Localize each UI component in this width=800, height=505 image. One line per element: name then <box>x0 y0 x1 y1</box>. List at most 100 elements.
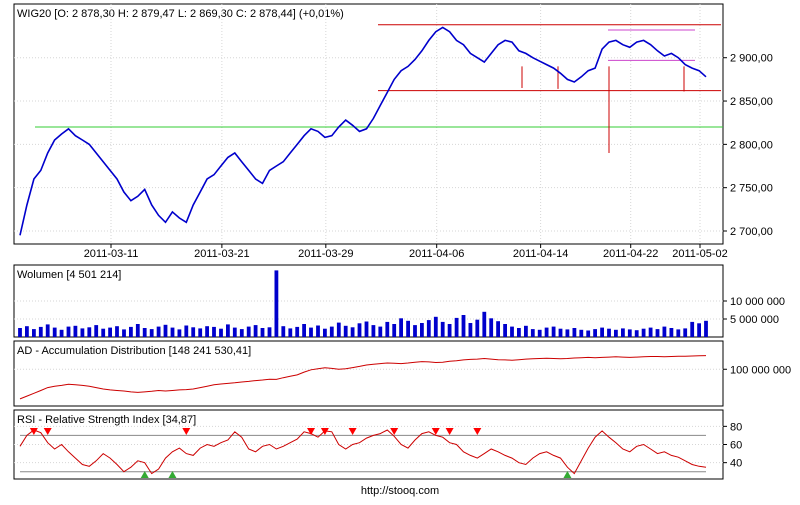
volume-bar <box>170 327 175 337</box>
panel-title-volume: Wolumen [4 501 214] <box>17 269 121 281</box>
volume-bar <box>274 270 279 337</box>
volume-bar <box>690 321 695 337</box>
volume-bar <box>510 326 514 337</box>
volume-bar <box>641 328 646 337</box>
volume-bar <box>122 329 126 337</box>
volume-bar <box>392 324 397 337</box>
volume-bar <box>316 325 320 337</box>
volume-bar <box>593 329 597 337</box>
volume-bar <box>496 321 500 337</box>
volume-bar <box>697 323 701 337</box>
volume-bar <box>586 330 591 337</box>
price-series-line <box>19 26 707 236</box>
volume-bar <box>371 325 376 337</box>
x-tick-label: 2011-04-06 <box>409 248 464 260</box>
volume-bar <box>142 328 147 337</box>
volume-bar <box>149 329 154 337</box>
volume-bar <box>66 326 71 337</box>
volume-bar <box>454 317 459 337</box>
volume-bar <box>32 329 36 337</box>
volume-bar <box>184 325 189 337</box>
volume-bar <box>267 327 272 337</box>
volume-bar <box>260 328 265 337</box>
y-tick-label: 2 900,00 <box>730 53 773 65</box>
x-tick-label: 2011-03-11 <box>84 248 139 260</box>
y-tick-label: 2 800,00 <box>730 139 773 151</box>
volume-bar <box>163 324 168 337</box>
volume-bar <box>517 328 521 337</box>
panel-frame-price <box>13 3 724 245</box>
volume-bar <box>80 328 85 337</box>
volume-bar <box>52 327 57 337</box>
volume-bar <box>350 327 355 337</box>
y-tick-label: 40 <box>730 458 742 470</box>
x-tick-label: 2011-03-29 <box>298 248 353 260</box>
rsi-sell-marker <box>431 428 440 435</box>
volume-bar <box>364 321 369 337</box>
y-tick-label: 80 <box>730 421 742 433</box>
volume-bar <box>219 328 223 337</box>
volume-bar <box>600 327 604 337</box>
volume-bar <box>18 328 22 337</box>
volume-bar <box>309 327 313 337</box>
volume-bar <box>503 324 507 337</box>
volume-bar <box>156 326 161 337</box>
volume-bar <box>129 326 133 337</box>
x-tick-label: 2011-05-02 <box>672 248 727 260</box>
volume-bar <box>246 326 251 337</box>
volume-bar <box>295 326 300 337</box>
volume-bar <box>329 326 334 337</box>
rsi-buy-marker <box>140 471 149 478</box>
volume-bar <box>343 325 348 337</box>
volume-bar <box>253 325 258 337</box>
volume-bar <box>648 327 653 337</box>
y-tick-label: 60 <box>730 440 742 452</box>
volume-bar <box>135 324 140 337</box>
volume-bar <box>45 324 50 337</box>
panel-title-price: WIG20 [O: 2 878,30 H: 2 879,47 L: 2 869,… <box>17 8 344 20</box>
volume-bar <box>614 329 618 337</box>
volume-bar <box>461 315 466 337</box>
volume-bar <box>420 323 424 337</box>
rsi-sell-marker <box>307 428 316 435</box>
volume-bar <box>440 321 445 337</box>
volume-bar <box>177 329 182 337</box>
volume-bar <box>475 319 480 337</box>
volume-bar <box>413 325 417 337</box>
volume-bar <box>87 327 92 337</box>
rsi-sell-marker <box>43 428 52 435</box>
volume-bar <box>59 329 64 337</box>
x-tick-label: 2011-03-21 <box>194 248 249 260</box>
volume-bar <box>73 325 78 337</box>
volume-bar <box>198 328 203 337</box>
y-tick-label: 2 700,00 <box>730 226 773 238</box>
volume-bar <box>115 326 119 337</box>
y-tick-label: 2 850,00 <box>730 96 773 108</box>
volume-bar <box>621 328 625 337</box>
y-tick-label: 5 000 000 <box>730 314 779 326</box>
volume-bar <box>607 328 611 337</box>
rsi-sell-marker <box>445 428 454 435</box>
volume-bar <box>357 323 362 337</box>
volume-bar <box>537 329 542 337</box>
ad-series-line <box>19 355 707 400</box>
volume-bar <box>544 327 549 337</box>
footer-link[interactable]: http://stooq.com <box>360 485 440 497</box>
volume-bar <box>489 318 494 337</box>
volume-bar <box>468 323 473 337</box>
rsi-buy-marker <box>563 471 572 478</box>
volume-bar <box>288 328 293 337</box>
x-tick-label: 2011-04-22 <box>603 248 658 260</box>
volume-bar <box>191 327 196 337</box>
volume-bar <box>669 328 674 337</box>
volume-bar <box>302 324 306 337</box>
volume-bar <box>336 322 341 337</box>
volume-bar <box>551 326 556 337</box>
volume-bar <box>38 326 43 337</box>
rsi-buy-marker <box>168 471 177 478</box>
y-tick-label: 10 000 000 <box>730 296 785 308</box>
y-tick-label: 100 000 000 <box>730 364 791 376</box>
volume-bar <box>704 320 708 337</box>
volume-bar <box>226 324 230 337</box>
